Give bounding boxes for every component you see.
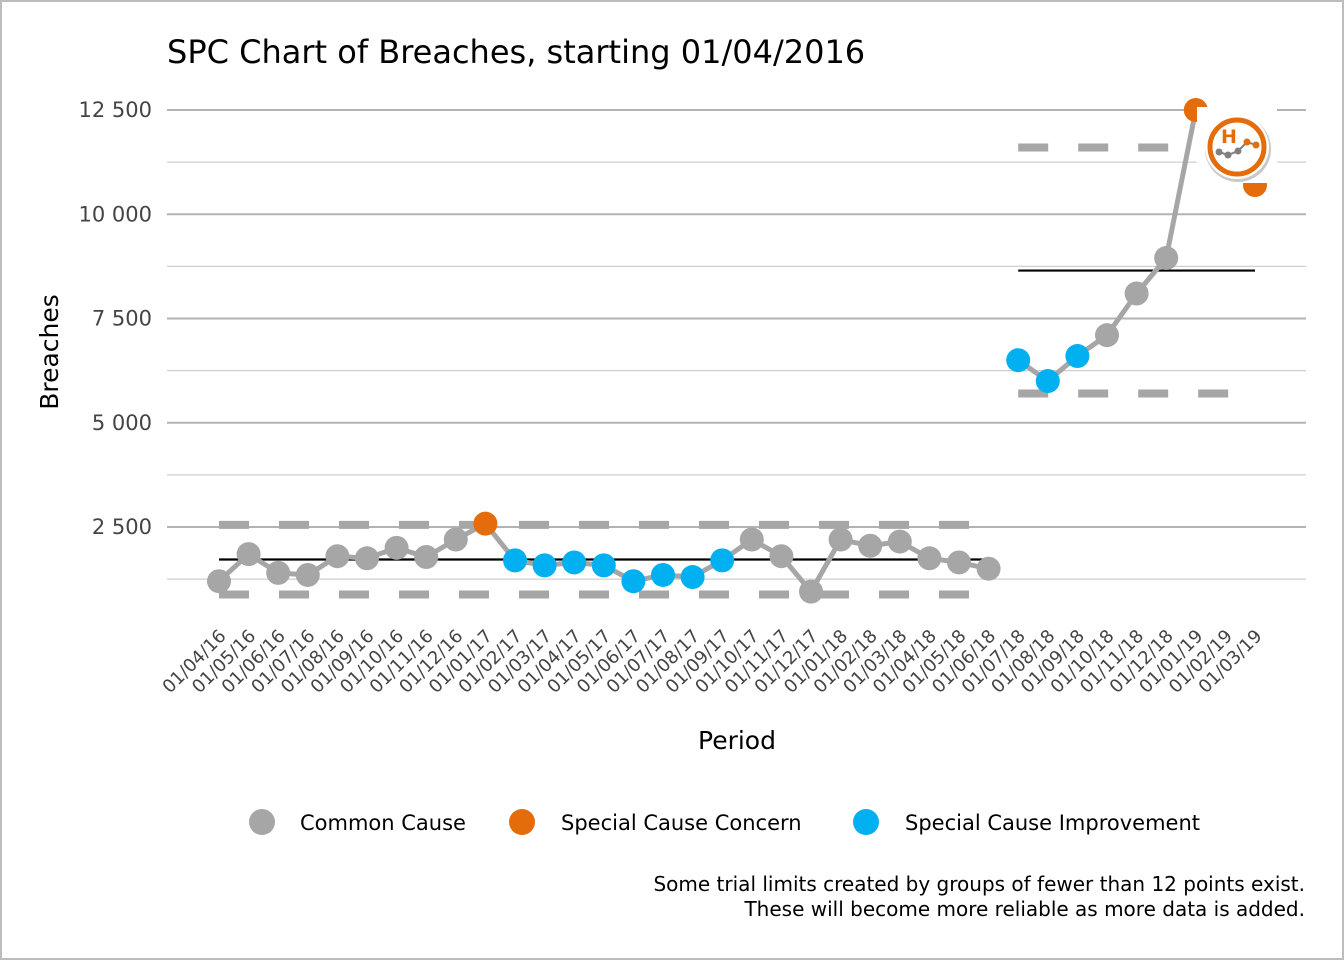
data-point-improvement	[532, 553, 557, 578]
badge-trend-point	[1224, 151, 1232, 159]
data-point-common	[384, 535, 409, 560]
legend: Common Cause Special Cause Concern Special…	[249, 809, 1200, 835]
data-point-common	[443, 527, 468, 552]
data-point-common	[1124, 281, 1149, 306]
grid-lines	[167, 109, 1306, 580]
y-tick-label: 12 500	[79, 98, 152, 122]
data-point-improvement	[621, 569, 646, 594]
caption-line-2: These will become more reliable as more …	[743, 897, 1305, 921]
data-point-common	[947, 550, 971, 575]
y-tick-label: 5 000	[92, 411, 152, 435]
data-point-improvement	[680, 565, 705, 590]
data-point-improvement	[591, 553, 616, 578]
x-axis-title: Period	[698, 726, 776, 755]
data-point-common	[325, 544, 350, 569]
badge-trend-point	[1243, 138, 1251, 146]
variation-high-concern-icon	[1207, 117, 1267, 177]
data-point-common	[769, 544, 794, 569]
data-point-improvement	[651, 562, 675, 587]
data-point-common	[917, 546, 942, 571]
x-axis-ticks: 01/04/1601/05/1601/06/1601/07/1601/08/16…	[159, 626, 1267, 698]
y-tick-label: 2 500	[92, 515, 152, 539]
data-point-improvement	[562, 550, 587, 575]
caption-line-1: Some trial limits created by groups of f…	[653, 872, 1305, 896]
data-point-improvement	[1035, 369, 1060, 394]
y-axis-title: Breaches	[35, 294, 64, 410]
data-point-improvement	[503, 548, 527, 573]
data-point-common	[236, 542, 261, 567]
data-point-common	[207, 569, 231, 594]
data-point-common	[887, 529, 912, 554]
legend-marker-concern	[509, 809, 535, 835]
chart-title: SPC Chart of Breaches, starting 01/04/20…	[167, 33, 865, 71]
data-point-concern	[473, 511, 498, 536]
data-point-common	[355, 546, 379, 571]
data-point-common	[858, 533, 883, 558]
y-tick-label: 7 500	[92, 307, 152, 331]
legend-label-improvement: Special Cause Improvement	[905, 811, 1200, 835]
data-point-improvement	[1065, 344, 1090, 369]
legend-label-concern: Special Cause Concern	[561, 811, 802, 835]
badge-letter: H	[1221, 126, 1237, 148]
badge-trend-point	[1234, 147, 1242, 155]
data-point-common	[799, 579, 823, 604]
y-axis-ticks: 2 500 5 000 7 500 10 000 12 500	[79, 98, 152, 539]
data-point-common	[976, 556, 1001, 581]
data-point-common	[828, 527, 853, 552]
data-series	[207, 98, 1267, 604]
badge-circle	[1205, 115, 1269, 179]
variation-badge: H	[1197, 107, 1277, 183]
badge-trend-point	[1215, 148, 1223, 156]
y-tick-label: 10 000	[79, 202, 152, 226]
data-point-improvement	[710, 548, 735, 573]
data-point-common	[1095, 323, 1119, 348]
legend-label-common: Common Cause	[300, 811, 466, 835]
legend-marker-common	[249, 809, 275, 835]
data-point-common	[1154, 246, 1179, 271]
badge-trend-point	[1252, 141, 1260, 149]
legend-marker-improvement	[853, 809, 879, 835]
data-point-common	[295, 562, 320, 587]
data-point-common	[414, 545, 439, 570]
data-point-improvement	[1006, 348, 1031, 373]
data-point-common	[739, 527, 764, 552]
data-point-common	[266, 560, 291, 585]
